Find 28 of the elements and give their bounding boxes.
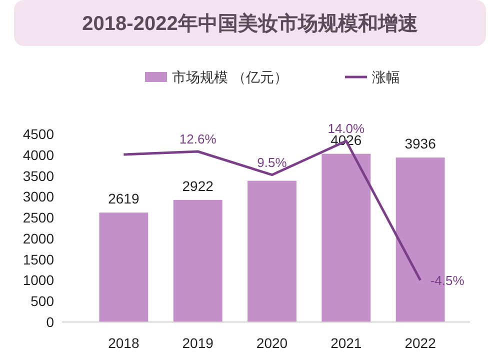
data-label: 2619 (108, 190, 140, 207)
bar (248, 180, 296, 322)
x-tick-label: 2020 (256, 335, 288, 351)
y-tick-label: 4500 (22, 126, 54, 142)
data-label: 14.0% (328, 120, 366, 136)
data-label: 12.6% (179, 132, 217, 146)
bar (99, 212, 148, 322)
data-label: 2922 (182, 178, 214, 194)
y-tick-label: 0 (46, 314, 54, 330)
x-tick-label: 2021 (330, 335, 362, 351)
y-tick-label: 2000 (22, 230, 54, 246)
y-tick-label: 500 (30, 293, 54, 310)
legend-label: 涨幅 (372, 69, 400, 85)
data-label: 3936 (404, 136, 436, 152)
x-tick-label: 2019 (182, 335, 214, 351)
y-tick-label: 1500 (22, 251, 54, 268)
bar (322, 154, 371, 322)
x-tick-label: 2018 (108, 335, 140, 351)
chart-title: 2018-2022年中国美妆市场规模和增速 (82, 12, 418, 35)
bar (173, 200, 222, 322)
y-tick-label: 3000 (22, 188, 54, 205)
x-tick-label: 2022 (404, 335, 436, 351)
data-label: 9.5% (257, 154, 288, 170)
y-tick-label: 3500 (22, 168, 54, 184)
y-tick-label: 2500 (22, 210, 54, 226)
legend-label: 市场规模 （亿元） (172, 69, 288, 85)
y-tick-label: 1000 (22, 272, 54, 288)
y-tick-label: 4000 (22, 146, 54, 163)
